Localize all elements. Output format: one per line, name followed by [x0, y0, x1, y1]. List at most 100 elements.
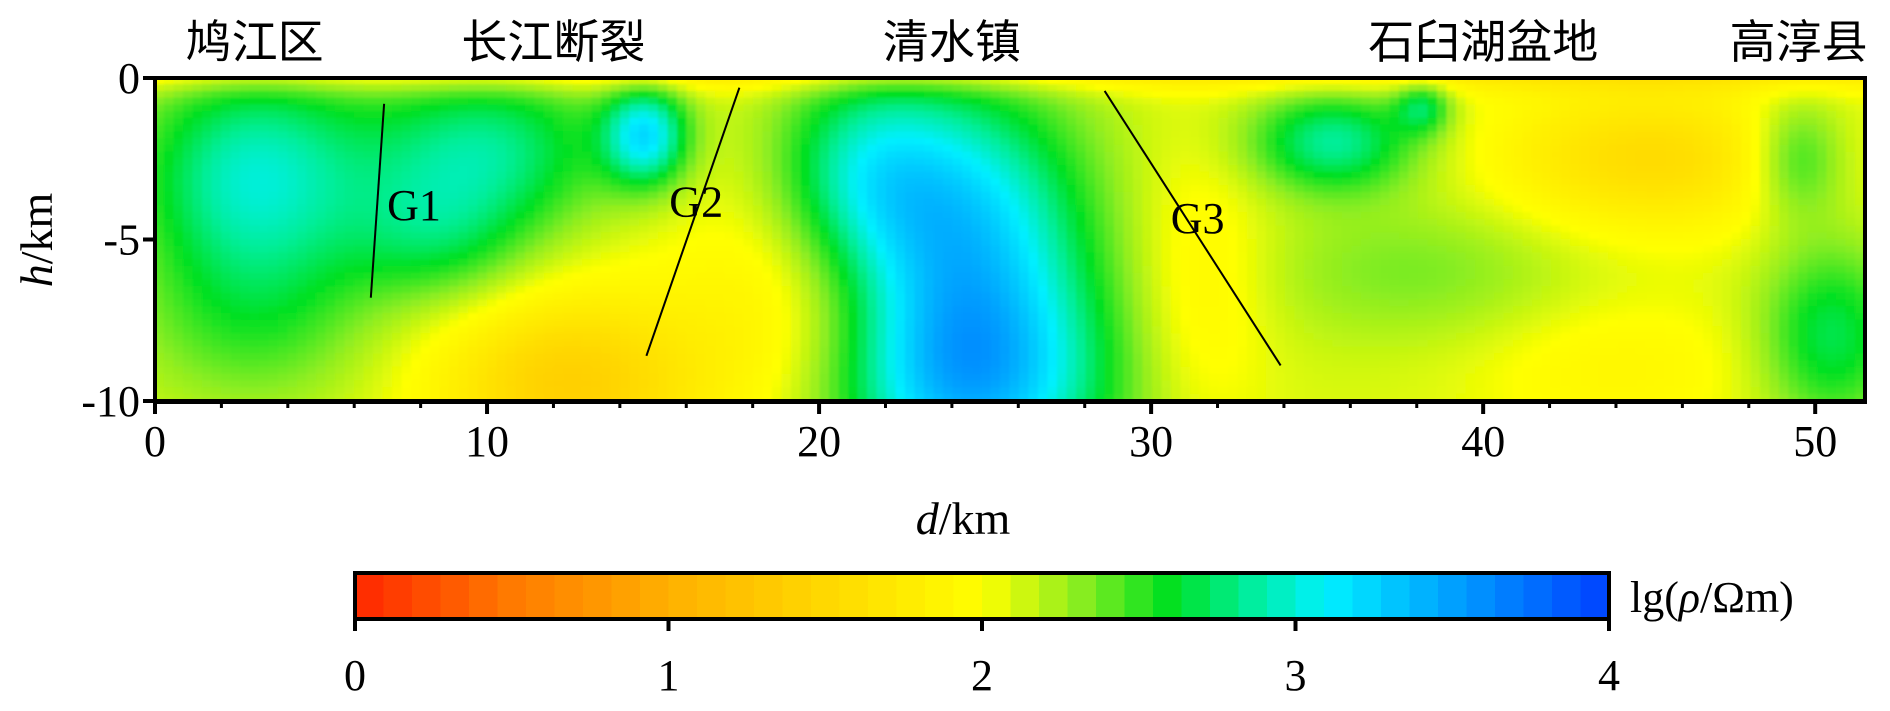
- heatmap-cell: [1266, 212, 1277, 220]
- heatmap-cell: [981, 259, 992, 267]
- heatmap-cell: [981, 131, 992, 140]
- heatmap-cell: [1731, 158, 1742, 166]
- heatmap-cell: [952, 252, 963, 261]
- heatmap-cell: [601, 164, 612, 173]
- heatmap-cell: [1608, 218, 1619, 227]
- heatmap-cell: [1370, 225, 1381, 234]
- heatmap-cell: [1152, 205, 1163, 214]
- heatmap-cell: [1494, 90, 1505, 99]
- heatmap-cell: [1646, 124, 1657, 133]
- heatmap-cell: [1703, 191, 1714, 200]
- heatmap-cell: [1237, 124, 1248, 133]
- heatmap-cell: [1418, 191, 1429, 200]
- heatmap-cell: [1266, 78, 1277, 86]
- heatmap-cell: [601, 252, 612, 261]
- heatmap-cell: [164, 97, 175, 106]
- heatmap-cell: [1218, 164, 1229, 173]
- heatmap-cell: [487, 138, 498, 146]
- heatmap-cell: [1494, 131, 1505, 140]
- heatmap-cell: [1427, 90, 1438, 99]
- heatmap-cell: [1551, 212, 1562, 220]
- heatmap-cell: [1228, 225, 1239, 234]
- heatmap-cell: [819, 171, 830, 180]
- heatmap-cell: [449, 198, 460, 207]
- heatmap-cell: [800, 84, 811, 92]
- heatmap-cell: [962, 111, 973, 119]
- heatmap-cell: [382, 218, 393, 227]
- heatmap-cell: [553, 138, 564, 146]
- heatmap-cell: [1617, 144, 1628, 153]
- heatmap-cell: [1513, 252, 1524, 261]
- heatmap-cell: [1684, 111, 1695, 119]
- heatmap-cell: [183, 144, 194, 153]
- heatmap-cell: [810, 90, 821, 99]
- heatmap-cell: [1009, 164, 1020, 173]
- heatmap-cell: [1522, 124, 1533, 133]
- heatmap-cell: [572, 90, 583, 99]
- heatmap-cell: [1446, 124, 1457, 133]
- heatmap-cell: [563, 232, 574, 240]
- heatmap-cell: [1484, 245, 1495, 254]
- heatmap-cell: [1190, 185, 1201, 193]
- heatmap-cell: [1503, 191, 1514, 200]
- heatmap-cell: [1665, 124, 1676, 133]
- heatmap-cell: [1408, 185, 1419, 193]
- heatmap-cell: [1731, 245, 1742, 254]
- heatmap-cell: [363, 212, 374, 220]
- heatmap-cell: [620, 90, 631, 99]
- heatmap-cell: [192, 131, 203, 140]
- heatmap-cell: [914, 117, 925, 126]
- heatmap-cell: [1047, 239, 1058, 247]
- heatmap-cell: [734, 144, 745, 153]
- heatmap-cell: [544, 218, 555, 227]
- heatmap-cell: [1237, 232, 1248, 240]
- heatmap-cell: [363, 90, 374, 99]
- heatmap-cell: [1589, 239, 1600, 247]
- heatmap-cell: [1807, 117, 1818, 126]
- heatmap-cell: [1304, 171, 1315, 180]
- heatmap-cell: [306, 164, 317, 173]
- heatmap-cell: [962, 90, 973, 99]
- heatmap-cell: [1389, 164, 1400, 173]
- heatmap-cell: [1456, 124, 1467, 133]
- heatmap-cell: [639, 171, 650, 180]
- heatmap-cell: [1465, 117, 1476, 126]
- heatmap-cell: [1218, 185, 1229, 193]
- heatmap-cell: [829, 124, 840, 133]
- heatmap-cell: [1361, 104, 1372, 113]
- heatmap-cell: [278, 158, 289, 166]
- heatmap-cell: [1465, 198, 1476, 207]
- heatmap-cell: [1342, 117, 1353, 126]
- heatmap-cell: [240, 131, 251, 140]
- heatmap-cell: [1769, 117, 1780, 126]
- heatmap-cell: [1769, 111, 1780, 119]
- heatmap-cell: [582, 78, 593, 86]
- heatmap-cell: [867, 97, 878, 106]
- heatmap-cell: [1085, 178, 1096, 187]
- heatmap-cell: [1380, 151, 1391, 160]
- heatmap-cell: [933, 124, 944, 133]
- heatmap-cell: [791, 232, 802, 240]
- heatmap-cell: [838, 178, 849, 187]
- heatmap-cell: [1028, 117, 1039, 126]
- heatmap-cell: [743, 151, 754, 160]
- heatmap-cell: [164, 124, 175, 133]
- heatmap-cell: [1646, 225, 1657, 234]
- heatmap-cell: [1361, 239, 1372, 247]
- heatmap-cell: [496, 104, 507, 113]
- heatmap-cell: [278, 151, 289, 160]
- heatmap-cell: [781, 124, 792, 133]
- heatmap-cell: [173, 97, 184, 106]
- heatmap-cell: [1114, 124, 1125, 133]
- heatmap-cell: [886, 171, 897, 180]
- heatmap-cell: [905, 104, 916, 113]
- heatmap-cell: [591, 138, 602, 146]
- heatmap-cell: [1351, 259, 1362, 267]
- heatmap-cell: [876, 138, 887, 146]
- heatmap-cell: [1000, 138, 1011, 146]
- heatmap-cell: [1218, 124, 1229, 133]
- heatmap-cell: [1057, 198, 1068, 207]
- heatmap-cell: [1845, 90, 1856, 99]
- heatmap-cell: [1684, 225, 1695, 234]
- heatmap-cell: [1646, 218, 1657, 227]
